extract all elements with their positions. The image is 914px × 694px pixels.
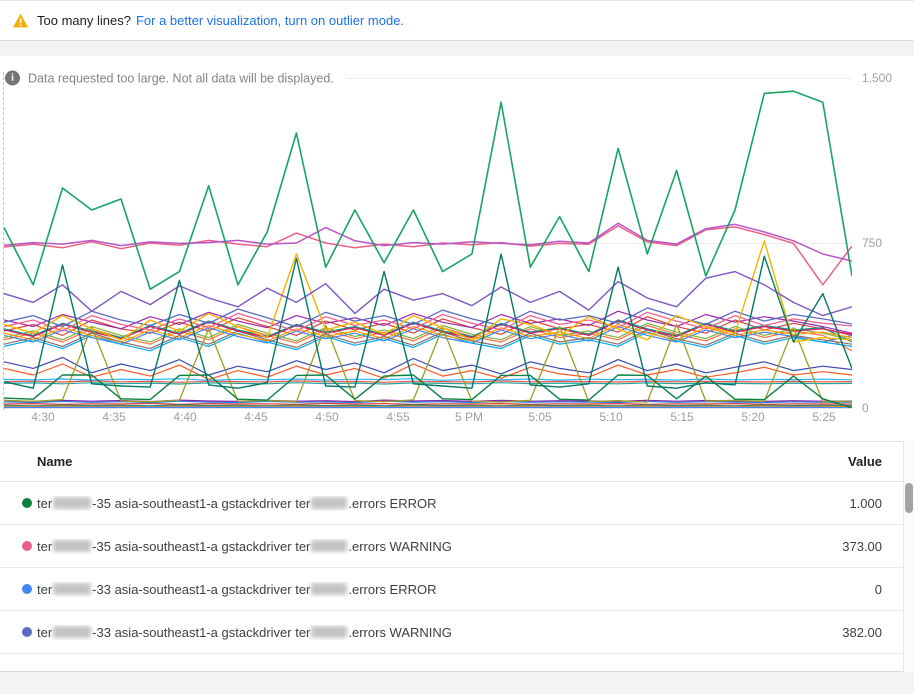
panel-separator xyxy=(0,41,914,56)
legend-row[interactable]: ter -33 asia-southeast1-a gstackdriver te… xyxy=(0,568,914,611)
too-many-lines-banner: Too many lines? For a better visualizati… xyxy=(0,0,914,41)
x-tick-label: 5:05 xyxy=(528,410,552,424)
y-tick-label: 750 xyxy=(862,236,883,250)
x-tick-label: 4:30 xyxy=(31,410,55,424)
redacted-text xyxy=(53,582,92,595)
series-line xyxy=(4,405,852,408)
y-tick-label: 0 xyxy=(862,401,869,415)
x-tick-label: 4:45 xyxy=(244,410,268,424)
redacted-text xyxy=(311,582,348,595)
series-line xyxy=(4,374,852,408)
series-value: 382.00 xyxy=(842,624,882,640)
series-value: 1.000 xyxy=(849,495,882,511)
redacted-text xyxy=(311,625,348,638)
series-name: ter -35 asia-southeast1-a gstackdriver te… xyxy=(37,495,437,511)
series-line xyxy=(4,323,852,343)
info-icon: i xyxy=(5,70,20,86)
series-line xyxy=(4,406,852,408)
x-tick-label: 5:10 xyxy=(599,410,623,424)
series-line xyxy=(4,270,852,317)
series-line xyxy=(4,331,852,352)
x-tick-label: 4:40 xyxy=(173,410,197,424)
series-color-dot xyxy=(22,498,32,508)
series-color-dot xyxy=(22,584,32,594)
series-line xyxy=(4,363,852,380)
series-name: ter -33 asia-southeast1-a gstackdriver te… xyxy=(37,581,437,597)
series-line xyxy=(4,326,852,345)
series-line xyxy=(4,378,852,381)
x-tick-label: 5:15 xyxy=(670,410,694,424)
y-axis-labels: 1,500 750 0 xyxy=(852,56,912,432)
series-line xyxy=(4,380,852,383)
data-too-large-notice: i Data requested too large. Not all data… xyxy=(5,70,346,86)
series-color-dot xyxy=(22,627,32,637)
series-line xyxy=(4,402,852,405)
plot-area[interactable] xyxy=(4,78,852,409)
x-tick-label: 5:20 xyxy=(741,410,765,424)
chart-area[interactable]: i Data requested too large. Not all data… xyxy=(0,56,914,432)
series-line xyxy=(4,240,852,343)
redacted-text xyxy=(53,496,92,509)
legend-table: Name Value ter -35 asia-southeast1-a gsta… xyxy=(0,441,914,672)
legend-rows: ter -35 asia-southeast1-a gstackdriver te… xyxy=(0,482,914,654)
redacted-text xyxy=(311,539,348,552)
outlier-mode-link[interactable]: For a better visualization, turn on outl… xyxy=(135,13,405,28)
notice-text: Data requested too large. Not all data w… xyxy=(28,71,334,85)
gridline xyxy=(4,78,852,79)
series-line xyxy=(4,307,852,328)
series-line xyxy=(4,319,852,343)
legend-header: Name Value xyxy=(0,442,914,482)
redacted-text xyxy=(311,496,348,509)
warning-icon xyxy=(13,13,28,28)
series-line xyxy=(4,222,852,262)
x-tick-label: 4:50 xyxy=(315,410,339,424)
series-value: 373.00 xyxy=(842,538,882,554)
series-value: 0 xyxy=(874,581,882,597)
series-line xyxy=(4,253,852,389)
redacted-text xyxy=(53,625,92,638)
banner-question: Too many lines? xyxy=(37,13,131,28)
x-tick-label: 4:35 xyxy=(102,410,126,424)
gridline xyxy=(4,408,852,409)
series-color-dot xyxy=(22,541,32,551)
x-tick-label: 5 PM xyxy=(454,410,484,424)
x-tick-label: 5:25 xyxy=(812,410,836,424)
series-name: ter -33 asia-southeast1-a gstackdriver te… xyxy=(37,624,452,640)
legend-header-value: Value xyxy=(848,454,882,469)
x-axis-labels: 4:30 4:35 4:40 4:45 4:50 4:55 5 PM 5:05 5:10 5:15… xyxy=(4,410,852,430)
scrollbar-thumb[interactable] xyxy=(905,483,913,513)
timeseries-chart[interactable] xyxy=(4,78,852,408)
legend-row[interactable]: ter -33 asia-southeast1-a gstackdriver te… xyxy=(0,611,914,654)
series-line xyxy=(4,404,852,407)
series-line xyxy=(4,90,852,290)
series-line xyxy=(4,225,852,286)
series-line xyxy=(4,324,852,352)
y-tick-label: 1,500 xyxy=(862,71,893,85)
series-name: ter -35 asia-southeast1-a gstackdriver te… xyxy=(37,538,452,554)
chart-left-dashed-edge xyxy=(3,72,4,410)
redacted-text xyxy=(53,539,92,552)
chart-panel: i Data requested too large. Not all data… xyxy=(0,56,914,672)
series-line xyxy=(4,322,852,343)
x-tick-label: 4:55 xyxy=(386,410,410,424)
series-line xyxy=(4,323,852,403)
legend-scrollbar[interactable] xyxy=(903,441,914,672)
legend-row[interactable]: ter -35 asia-southeast1-a gstackdriver te… xyxy=(0,482,914,525)
page-background xyxy=(0,672,914,694)
series-line xyxy=(4,329,852,350)
legend-header-name: Name xyxy=(37,454,73,469)
legend-row[interactable]: ter -35 asia-southeast1-a gstackdriver te… xyxy=(0,525,914,568)
legend-partial-row xyxy=(0,654,914,672)
